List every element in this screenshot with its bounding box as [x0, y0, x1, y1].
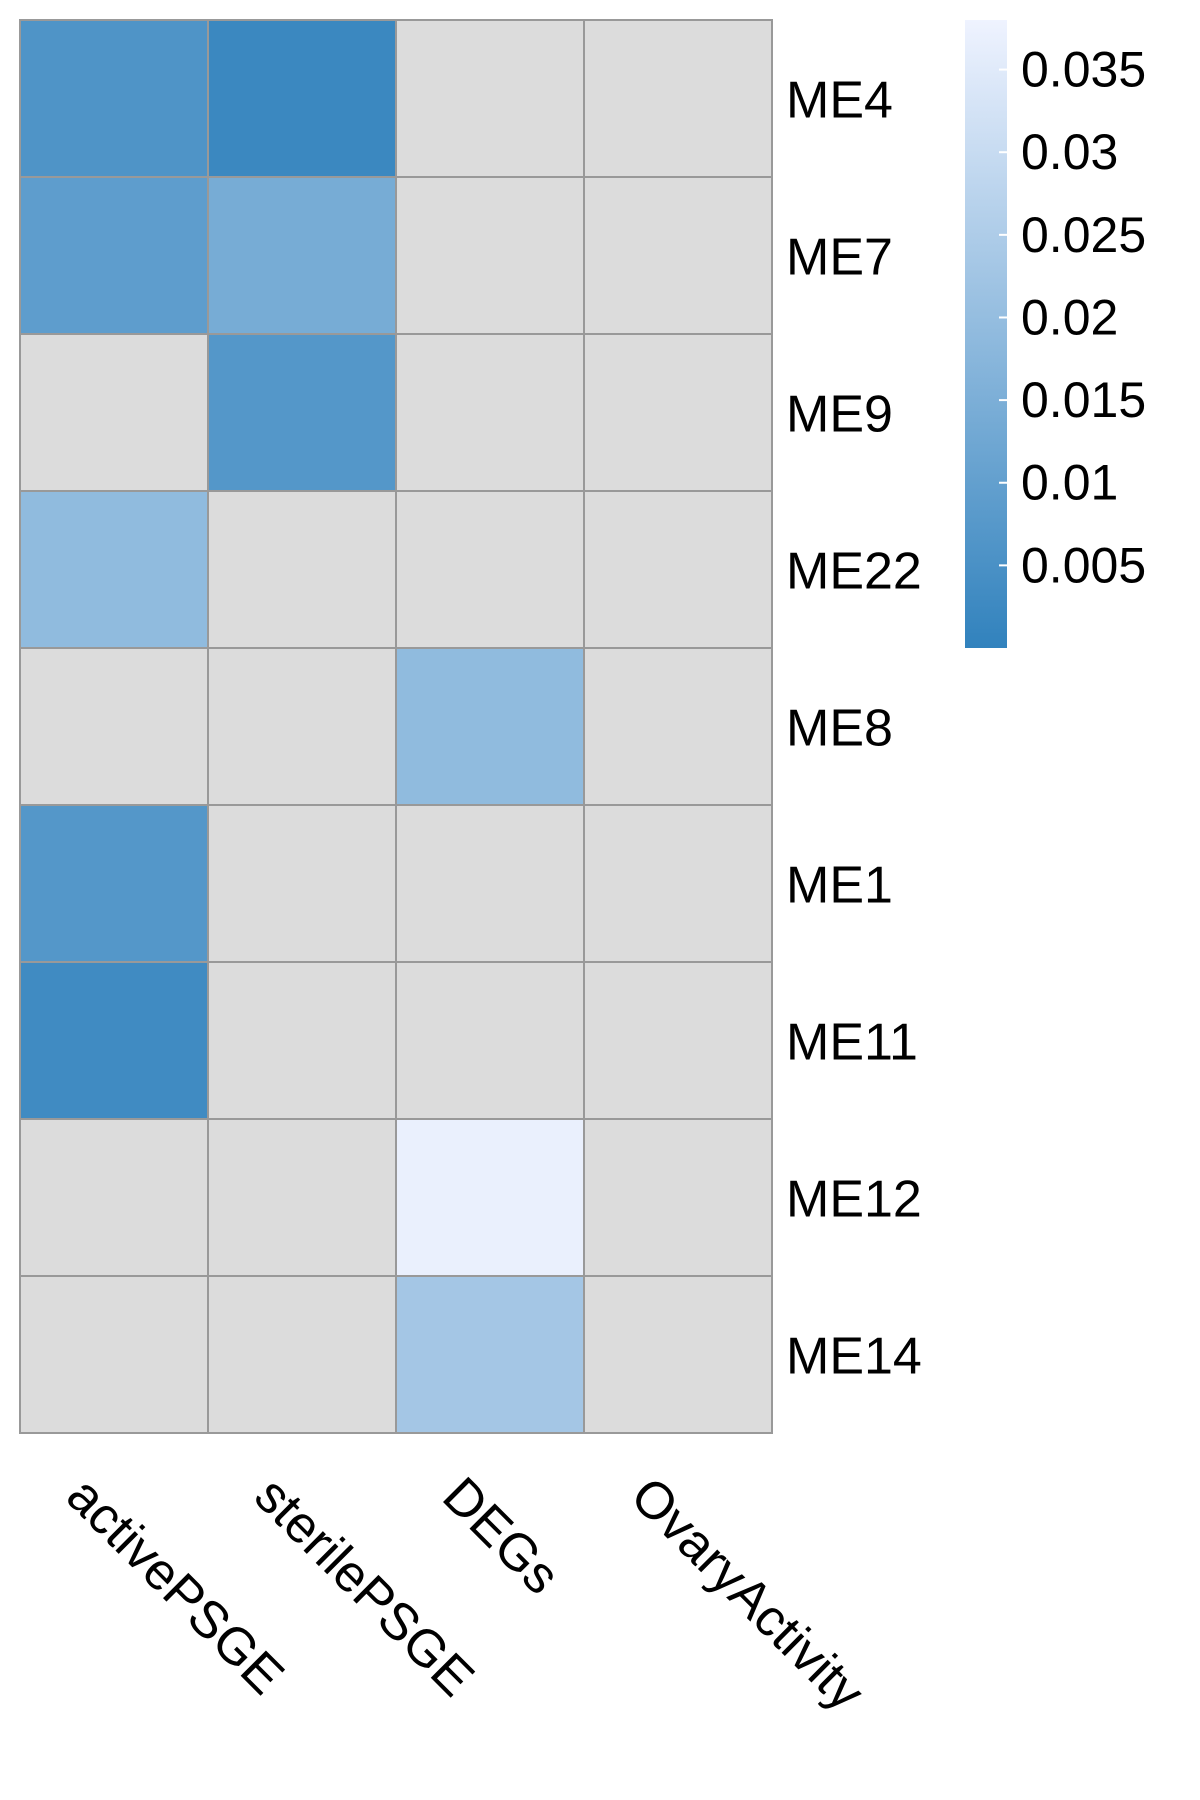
heatmap-cell-me7-ovaryactivity	[583, 176, 773, 335]
row-labels: ME4 ME7 ME9 ME22 ME8 ME1 ME11 ME12 ME14	[786, 72, 922, 1386]
heatmap-cell-me1-ovaryactivity	[583, 804, 773, 963]
heatmap-cell-me12-activepsge	[19, 1118, 209, 1277]
heatmap-cell-me14-ovaryactivity	[583, 1275, 773, 1434]
heatmap-cell-me1-sterilepsge	[207, 804, 397, 963]
colorbar-tick-label: 0.03	[1021, 124, 1118, 180]
heatmap-cell-me7-degs	[395, 176, 585, 335]
heatmap-cell-me8-ovaryactivity	[583, 647, 773, 806]
heatmap-cell-me8-sterilepsge	[207, 647, 397, 806]
row-label: ME1	[786, 857, 893, 915]
heatmap-cell-me22-sterilepsge	[207, 490, 397, 649]
colorbar	[965, 20, 1007, 648]
colorbar-tick-label: 0.005	[1021, 537, 1146, 593]
heatmap-cell-me14-degs	[395, 1275, 585, 1434]
heatmap-cell-me11-degs	[395, 961, 585, 1120]
heatmap-cell-me4-ovaryactivity	[583, 19, 773, 178]
heatmap-cell-me11-activepsge	[19, 961, 209, 1120]
row-label: ME4	[786, 72, 893, 130]
heatmap-cell-me14-sterilepsge	[207, 1275, 397, 1434]
heatmap-cell-me7-sterilepsge	[207, 176, 397, 335]
heatmap-cell-me4-degs	[395, 19, 585, 178]
heatmap-cell-me9-degs	[395, 333, 585, 492]
colorbar-ticks: 0.035 0.03 0.025 0.02 0.015 0.01 0.005	[999, 42, 1146, 593]
heatmap-cell-me8-activepsge	[19, 647, 209, 806]
heatmap-cell-me22-degs	[395, 490, 585, 649]
heatmap-cell-me9-sterilepsge	[207, 333, 397, 492]
column-label: OvaryActivity	[619, 1466, 875, 1722]
row-label: ME11	[786, 1014, 918, 1072]
heatmap-cell-me12-degs	[395, 1118, 585, 1277]
column-label: DEGs	[431, 1466, 570, 1605]
heatmap-cell-me11-ovaryactivity	[583, 961, 773, 1120]
heatmap-cell-me22-ovaryactivity	[583, 490, 773, 649]
heatmap-cell-me1-degs	[395, 804, 585, 963]
heatmap-cell-me22-activepsge	[19, 490, 209, 649]
heatmap-cell-me14-activepsge	[19, 1275, 209, 1434]
colorbar-tick-label: 0.015	[1021, 372, 1146, 428]
row-label: ME9	[786, 386, 893, 444]
heatmap-cell-me9-activepsge	[19, 333, 209, 492]
colorbar-tick-label: 0.01	[1021, 455, 1118, 511]
heatmap-cells	[19, 19, 773, 1434]
heatmap-cell-me12-ovaryactivity	[583, 1118, 773, 1277]
row-label: ME8	[786, 700, 893, 758]
heatmap-cell-me7-activepsge	[19, 176, 209, 335]
heatmap-cell-me9-ovaryactivity	[583, 333, 773, 492]
colorbar-legend: 0.035 0.03 0.025 0.02 0.015 0.01 0.005	[965, 20, 1146, 648]
heatmap-cell-me11-sterilepsge	[207, 961, 397, 1120]
row-label: ME22	[786, 543, 922, 601]
row-label: ME14	[786, 1328, 922, 1386]
heatmap-cell-me1-activepsge	[19, 804, 209, 963]
colorbar-tick-label: 0.025	[1021, 207, 1146, 263]
heatmap-cell-me4-sterilepsge	[207, 19, 397, 178]
row-label: ME12	[786, 1171, 922, 1229]
heatmap-cell-me8-degs	[395, 647, 585, 806]
row-label: ME7	[786, 229, 893, 287]
colorbar-tick-label: 0.035	[1021, 42, 1146, 98]
colorbar-tick-label: 0.02	[1021, 289, 1118, 345]
heatmap-cell-me4-activepsge	[19, 19, 209, 178]
heatmap-cell-me12-sterilepsge	[207, 1118, 397, 1277]
